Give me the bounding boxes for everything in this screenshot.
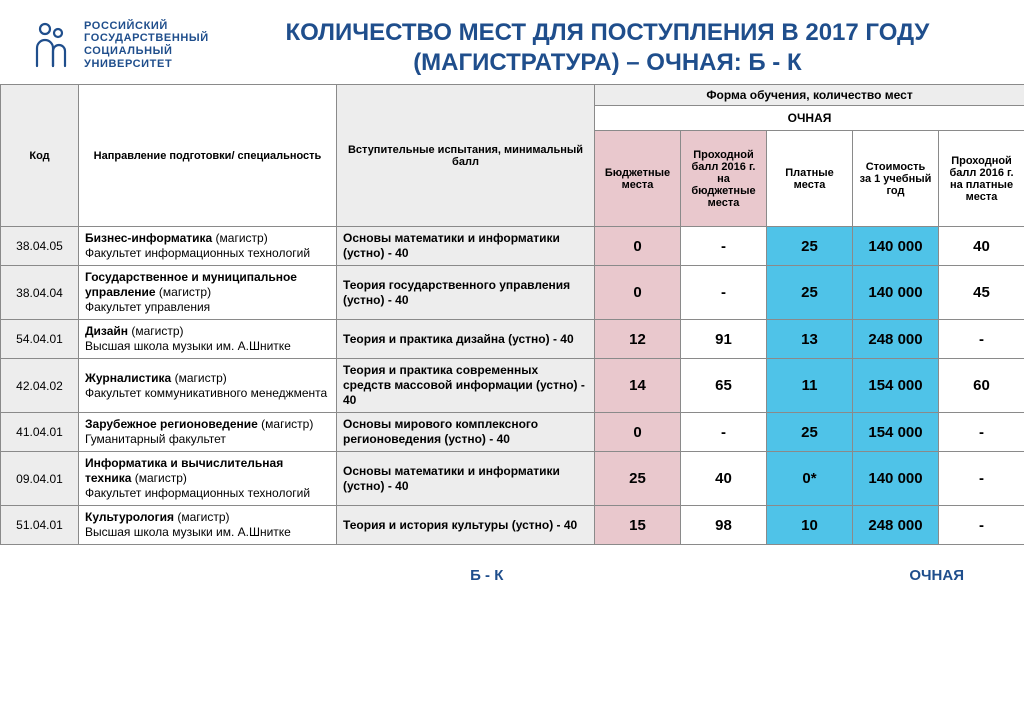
col-paid: Платные места [767, 131, 853, 227]
col-cost: Стоимость за 1 учебный год [853, 131, 939, 227]
table-cell: 10 [767, 506, 853, 545]
table-cell: - [939, 506, 1024, 545]
table-cell: 45 [939, 266, 1024, 320]
table-cell: 154 000 [853, 359, 939, 413]
table-cell: 14 [595, 359, 681, 413]
admission-table: Код Направление подготовки/ специальност… [0, 84, 1024, 545]
title-line: КОЛИЧЕСТВО МЕСТ ДЛЯ ПОСТУПЛЕНИЯ В 2017 Г… [219, 18, 996, 48]
table-cell: - [681, 266, 767, 320]
table-cell: 0 [595, 413, 681, 452]
table-cell: Дизайн (магистр)Высшая школа музыки им. … [79, 320, 337, 359]
table-header: Код Направление подготовки/ специальност… [1, 85, 1024, 227]
table-cell: 154 000 [853, 413, 939, 452]
table-cell: Журналистика (магистр)Факультет коммуник… [79, 359, 337, 413]
col-pass-budget: Проходной балл 2016 г. на бюджетные мест… [681, 131, 767, 227]
table-cell: 248 000 [853, 320, 939, 359]
table-cell: Основы мирового комплексного регионоведе… [337, 413, 595, 452]
table-cell: - [939, 413, 1024, 452]
table-row: 42.04.02Журналистика (магистр)Факультет … [1, 359, 1024, 413]
table-cell: Теория и практика дизайна (устно) - 40 [337, 320, 595, 359]
table-cell: 140 000 [853, 452, 939, 506]
page-title: КОЛИЧЕСТВО МЕСТ ДЛЯ ПОСТУПЛЕНИЯ В 2017 Г… [209, 18, 996, 78]
table-cell: 54.04.01 [1, 320, 79, 359]
footer-center: Б - К [470, 567, 503, 584]
table-cell: 51.04.01 [1, 506, 79, 545]
table-cell: 248 000 [853, 506, 939, 545]
table-cell: 40 [939, 227, 1024, 266]
col-ochnaya: ОЧНАЯ [595, 106, 1024, 131]
col-pass-paid: Проходной балл 2016 г. на платные места [939, 131, 1024, 227]
table-cell: 0 [595, 227, 681, 266]
table-cell: - [681, 227, 767, 266]
table-cell: 25 [767, 227, 853, 266]
table-cell: 140 000 [853, 227, 939, 266]
table-row: 51.04.01Культурология (магистр)Высшая шк… [1, 506, 1024, 545]
table-cell: Основы математики и информатики (устно) … [337, 452, 595, 506]
logo-icon [28, 18, 74, 72]
table-cell: 98 [681, 506, 767, 545]
table-cell: 15 [595, 506, 681, 545]
logo-line: УНИВЕРСИТЕТ [84, 58, 209, 71]
table-body: 38.04.05Бизнес-информатика (магистр)Факу… [1, 227, 1024, 545]
table-cell: 12 [595, 320, 681, 359]
table-cell: Теория и история культуры (устно) - 40 [337, 506, 595, 545]
logo-line: СОЦИАЛЬНЫЙ [84, 45, 209, 58]
table-cell: Основы математики и информатики (устно) … [337, 227, 595, 266]
title-line: (МАГИСТРАТУРА) – ОЧНАЯ: Б - К [219, 48, 996, 78]
table-cell: 140 000 [853, 266, 939, 320]
table-cell: 65 [681, 359, 767, 413]
table-cell: 13 [767, 320, 853, 359]
logo-text: РОССИЙСКИЙ ГОСУДАРСТВЕННЫЙ СОЦИАЛЬНЫЙ УН… [84, 20, 209, 71]
table-row: 41.04.01Зарубежное регионоведение (магис… [1, 413, 1024, 452]
table-cell: 38.04.04 [1, 266, 79, 320]
col-budget: Бюджетные места [595, 131, 681, 227]
table-cell: - [939, 452, 1024, 506]
col-exam: Вступительные испытания, минимальный бал… [337, 85, 595, 227]
table-row: 54.04.01Дизайн (магистр)Высшая школа муз… [1, 320, 1024, 359]
header: РОССИЙСКИЙ ГОСУДАРСТВЕННЫЙ СОЦИАЛЬНЫЙ УН… [0, 0, 1024, 84]
table-cell: Теория государственного управления (устн… [337, 266, 595, 320]
logo-line: ГОСУДАРСТВЕННЫЙ [84, 32, 209, 45]
col-direction: Направление подготовки/ специальность [79, 85, 337, 227]
table-cell: 0 [595, 266, 681, 320]
table-cell: Теория и практика современных средств ма… [337, 359, 595, 413]
table-cell: 25 [595, 452, 681, 506]
table-cell: Государственное и муниципальное управлен… [79, 266, 337, 320]
table-cell: 42.04.02 [1, 359, 79, 413]
table-cell: 38.04.05 [1, 227, 79, 266]
table-row: 38.04.04Государственное и муниципальное … [1, 266, 1024, 320]
table-cell: Культурология (магистр)Высшая школа музы… [79, 506, 337, 545]
table-cell: 25 [767, 266, 853, 320]
table-cell: 60 [939, 359, 1024, 413]
table-row: 38.04.05Бизнес-информатика (магистр)Факу… [1, 227, 1024, 266]
logo-line: РОССИЙСКИЙ [84, 20, 209, 33]
table-cell: 0* [767, 452, 853, 506]
table-cell: 91 [681, 320, 767, 359]
table-cell: - [939, 320, 1024, 359]
table-cell: 11 [767, 359, 853, 413]
col-form-group: Форма обучения, количество мест [595, 85, 1024, 106]
table-cell: 40 [681, 452, 767, 506]
footer: . Б - К ОЧНАЯ [0, 545, 1024, 584]
col-code: Код [1, 85, 79, 227]
table-cell: 41.04.01 [1, 413, 79, 452]
table-cell: Зарубежное регионоведение (магистр)Гуман… [79, 413, 337, 452]
table-cell: 25 [767, 413, 853, 452]
table-cell: Бизнес-информатика (магистр)Факультет ин… [79, 227, 337, 266]
table-row: 09.04.01Информатика и вычислительная тех… [1, 452, 1024, 506]
table-cell: - [681, 413, 767, 452]
table-cell: Информатика и вычислительная техника (ма… [79, 452, 337, 506]
footer-right: ОЧНАЯ [909, 567, 964, 584]
logo-block: РОССИЙСКИЙ ГОСУДАРСТВЕННЫЙ СОЦИАЛЬНЫЙ УН… [28, 18, 209, 72]
table-cell: 09.04.01 [1, 452, 79, 506]
